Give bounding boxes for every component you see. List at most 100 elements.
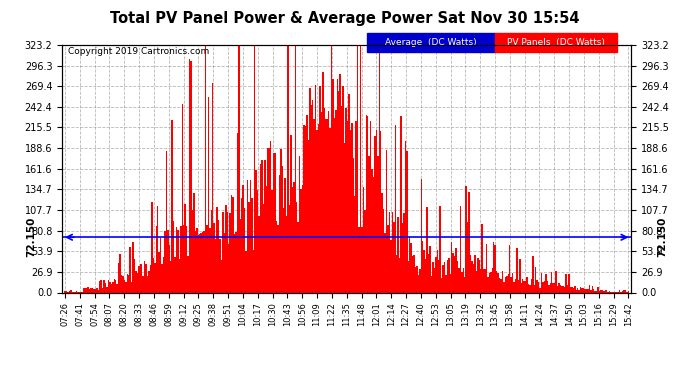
Bar (593, 289, 594, 292)
Bar (204, 231, 205, 292)
Bar (586, 288, 587, 292)
Bar (177, 230, 179, 292)
Bar (415, 267, 416, 292)
Bar (114, 279, 115, 292)
Bar (544, 281, 545, 292)
Bar (473, 264, 474, 292)
Bar (411, 243, 412, 292)
Bar (109, 282, 110, 292)
Bar (275, 153, 276, 292)
Bar (573, 288, 574, 292)
Bar (90, 288, 92, 292)
Bar (387, 225, 388, 292)
Bar (489, 273, 490, 292)
Bar (429, 246, 431, 292)
Bar (609, 291, 611, 292)
Bar (255, 170, 257, 292)
Bar (154, 263, 155, 292)
Bar (406, 151, 408, 292)
Bar (108, 280, 109, 292)
Bar (564, 287, 565, 292)
Bar (234, 234, 235, 292)
Bar (554, 283, 555, 292)
Bar (469, 192, 470, 292)
Bar (482, 224, 483, 292)
Bar (297, 222, 299, 292)
Bar (280, 149, 282, 292)
Bar (496, 271, 497, 292)
Bar (348, 94, 350, 292)
Bar (366, 33, 495, 53)
Bar (470, 255, 471, 292)
Bar (131, 282, 132, 292)
Bar (308, 140, 309, 292)
Text: 72.150: 72.150 (26, 217, 36, 257)
Bar (432, 262, 433, 292)
Bar (326, 118, 328, 292)
Bar (622, 291, 623, 292)
Bar (248, 202, 250, 292)
Bar (251, 198, 253, 292)
Bar (143, 276, 144, 292)
Bar (578, 290, 580, 292)
Bar (309, 88, 310, 292)
Bar (479, 260, 480, 292)
Bar (224, 234, 225, 292)
Bar (124, 280, 125, 292)
Bar (209, 228, 210, 292)
Bar (121, 275, 122, 292)
Bar (500, 279, 502, 292)
Bar (623, 290, 625, 292)
Bar (110, 284, 112, 292)
Bar (399, 258, 400, 292)
Bar (526, 277, 528, 292)
Bar (580, 287, 582, 292)
Bar (355, 120, 357, 292)
Bar (400, 116, 402, 292)
Bar (392, 212, 393, 292)
Bar (516, 248, 518, 292)
Bar (287, 45, 289, 292)
Bar (625, 290, 627, 292)
Bar (279, 175, 280, 292)
Bar (315, 85, 316, 292)
Bar (587, 289, 589, 292)
Bar (575, 290, 577, 292)
Bar (246, 251, 247, 292)
Bar (518, 280, 519, 292)
Bar (382, 193, 383, 292)
Bar (531, 279, 532, 292)
Bar (247, 180, 248, 292)
Bar (339, 74, 341, 292)
Bar (558, 283, 560, 292)
Bar (366, 115, 367, 292)
Bar (155, 226, 157, 292)
Bar (195, 231, 196, 292)
Bar (433, 268, 435, 292)
Bar (241, 198, 242, 292)
Bar (135, 271, 137, 292)
Bar (495, 33, 617, 53)
Bar (160, 238, 161, 292)
Bar (242, 185, 244, 292)
Bar (457, 261, 458, 292)
Bar (594, 291, 596, 292)
Bar (546, 281, 548, 292)
Bar (202, 232, 204, 292)
Bar (318, 124, 319, 292)
Bar (535, 267, 537, 292)
Bar (347, 120, 348, 292)
Bar (442, 265, 444, 292)
Bar (292, 187, 293, 292)
Bar (551, 272, 553, 292)
Bar (567, 285, 569, 292)
Bar (386, 150, 387, 292)
Bar (467, 222, 469, 292)
Bar (446, 260, 448, 292)
Bar (128, 275, 130, 292)
Bar (159, 252, 160, 292)
Bar (262, 160, 263, 292)
Bar (599, 291, 600, 292)
Bar (238, 45, 239, 292)
Bar (444, 262, 445, 292)
